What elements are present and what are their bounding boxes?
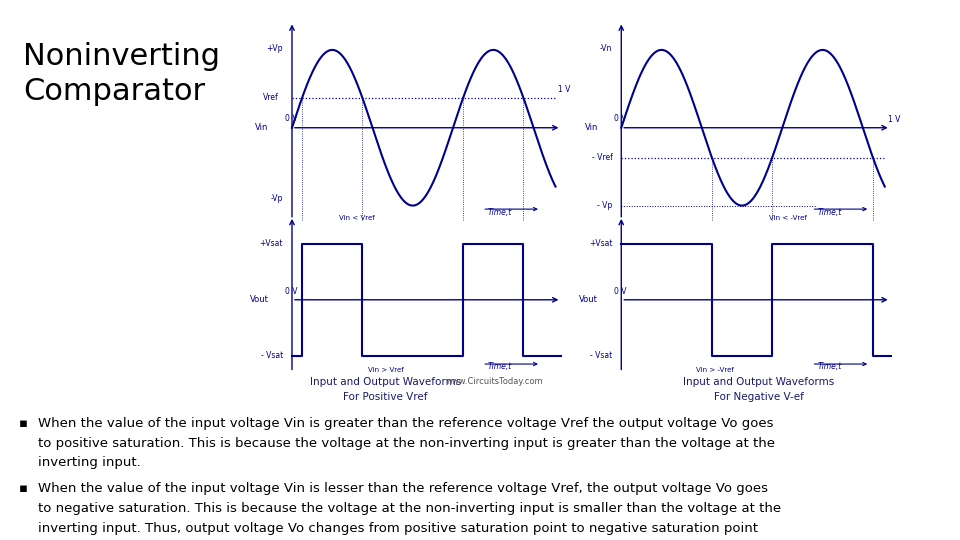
Text: Noninverting
Comparator: Noninverting Comparator: [23, 42, 220, 106]
Text: +Vsat: +Vsat: [589, 239, 612, 248]
Text: When the value of the input voltage Vin is lesser than the reference voltage Vre: When the value of the input voltage Vin …: [37, 482, 768, 495]
Text: Input and Output Waveforms: Input and Output Waveforms: [684, 377, 834, 387]
Text: Vin: Vin: [585, 123, 598, 132]
Text: Time,t: Time,t: [818, 208, 842, 217]
Text: www.CircuitsToday.com: www.CircuitsToday.com: [445, 377, 542, 386]
Text: For Negative V-ef: For Negative V-ef: [714, 392, 804, 402]
Text: +Vsat: +Vsat: [260, 239, 283, 248]
Text: - Vp: - Vp: [597, 201, 612, 210]
Text: to negative saturation. This is because the voltage at the non-inverting input i: to negative saturation. This is because …: [37, 502, 780, 515]
Text: -Vp: -Vp: [271, 194, 283, 203]
Text: ▪: ▪: [19, 482, 28, 495]
Text: inverting input.: inverting input.: [37, 456, 140, 469]
Text: +Vp: +Vp: [267, 44, 283, 52]
Text: Vin > Vref: Vin > Vref: [368, 367, 403, 374]
Text: ▪: ▪: [19, 417, 28, 430]
Text: Vout: Vout: [579, 295, 598, 305]
Text: Time,t: Time,t: [818, 362, 842, 372]
Text: Vin < Vref: Vin < Vref: [339, 215, 374, 221]
Text: 1 V: 1 V: [888, 115, 900, 124]
Text: Time,t: Time,t: [488, 362, 513, 372]
Text: Vin > -Vref: Vin > -Vref: [696, 367, 733, 374]
Text: Vin: Vin: [255, 123, 269, 132]
Text: Time,t: Time,t: [488, 208, 513, 217]
Text: When the value of the input voltage Vin is greater than the reference voltage Vr: When the value of the input voltage Vin …: [37, 417, 774, 430]
Text: Input and Output Waveforms: Input and Output Waveforms: [310, 377, 462, 387]
Text: 0 V: 0 V: [614, 287, 627, 296]
Text: 0 V: 0 V: [614, 114, 627, 123]
Text: - Vsat: - Vsat: [261, 351, 283, 360]
Text: 1 V: 1 V: [559, 85, 571, 94]
Text: Vref: Vref: [263, 93, 278, 102]
Text: 0 V: 0 V: [285, 287, 298, 296]
Text: Vout: Vout: [250, 295, 269, 305]
Text: Vin < -Vref: Vin < -Vref: [769, 215, 807, 221]
Text: - Vref: - Vref: [591, 153, 612, 163]
Text: - Vsat: - Vsat: [590, 351, 612, 360]
Text: For Positive Vref: For Positive Vref: [344, 392, 428, 402]
Text: inverting input. Thus, output voltage Vo changes from positive saturation point : inverting input. Thus, output voltage Vo…: [37, 522, 757, 535]
Text: -Vn: -Vn: [600, 44, 612, 52]
Text: to positive saturation. This is because the voltage at the non-inverting input i: to positive saturation. This is because …: [37, 436, 775, 450]
Text: 0 V: 0 V: [285, 114, 298, 123]
